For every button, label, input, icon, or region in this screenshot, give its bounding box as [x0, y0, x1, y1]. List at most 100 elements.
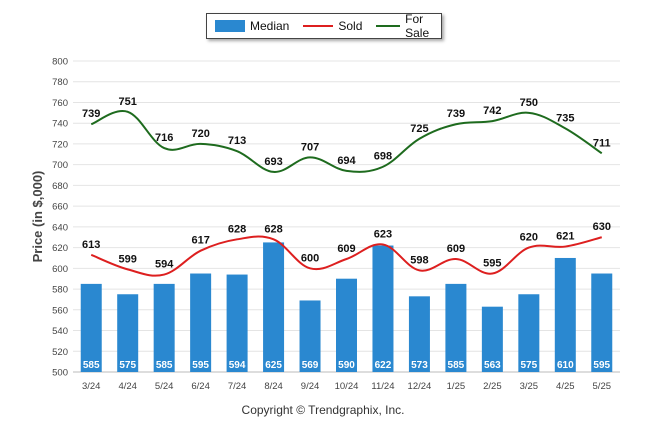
- legend-swatch-sold: [303, 25, 334, 27]
- bar-median: [554, 257, 576, 372]
- point-label-sold: 630: [593, 221, 611, 233]
- line-for-sale: [90, 110, 603, 173]
- x-tick-label: 2/25: [483, 381, 502, 392]
- legend-item-for-sale: For Sale: [376, 12, 441, 40]
- y-tick-label: 620: [52, 243, 68, 254]
- legend-label-sold: Sold: [338, 19, 363, 33]
- bar-value-label: 585: [448, 360, 465, 371]
- point-label-sold: 595: [483, 258, 501, 270]
- point-label-for-sale: 694: [337, 155, 356, 167]
- point-label-sold: 609: [447, 243, 465, 255]
- bar-value-label: 590: [338, 360, 355, 371]
- bar-median: [372, 245, 394, 372]
- bar-value-label: 625: [265, 360, 282, 371]
- point-label-for-sale: 713: [228, 135, 246, 147]
- y-tick-label: 780: [52, 77, 68, 88]
- y-tick-label: 800: [52, 57, 68, 68]
- bar-median: [445, 283, 467, 372]
- x-tick-label: 5/24: [155, 381, 174, 392]
- legend-label-median: Median: [250, 19, 290, 33]
- y-tick-label: 700: [52, 160, 68, 171]
- bar-value-label: 563: [484, 360, 501, 371]
- bar-value-label: 622: [375, 360, 392, 371]
- legend-swatch-median: [215, 20, 245, 32]
- bar-value-label: 575: [119, 360, 136, 371]
- point-label-sold: 600: [301, 252, 319, 264]
- bar-value-label: 610: [557, 360, 574, 371]
- bar-value-label: 585: [83, 360, 100, 371]
- bar-value-label: 594: [229, 360, 246, 371]
- bar-median: [518, 294, 540, 372]
- y-tick-label: 520: [52, 347, 68, 358]
- point-label-sold: 599: [119, 253, 137, 265]
- x-tick-label: 3/24: [82, 381, 101, 392]
- point-label-sold: 613: [82, 239, 100, 251]
- point-label-sold: 620: [520, 232, 538, 244]
- legend-item-sold: Sold: [303, 19, 362, 33]
- point-label-for-sale: 751: [119, 96, 137, 108]
- point-label-for-sale: 739: [82, 108, 100, 120]
- x-tick-label: 4/25: [556, 381, 575, 392]
- point-label-for-sale: 693: [264, 156, 282, 168]
- y-tick-label: 740: [52, 119, 68, 130]
- point-label-for-sale: 750: [520, 97, 538, 109]
- y-tick-label: 660: [52, 202, 68, 213]
- x-tick-label: 4/24: [118, 381, 137, 392]
- bar-median: [591, 273, 613, 372]
- bar-median: [190, 273, 212, 372]
- x-tick-label: 6/24: [191, 381, 210, 392]
- bar-median: [336, 278, 357, 372]
- x-tick-label: 12/24: [408, 381, 432, 392]
- legend-label-for-sale: For Sale: [405, 12, 430, 40]
- point-label-sold: 628: [264, 223, 282, 235]
- point-label-for-sale: 739: [447, 108, 465, 120]
- bar-median: [408, 296, 430, 372]
- bar-value-label: 569: [302, 360, 319, 371]
- bar-value-label: 573: [411, 360, 428, 371]
- x-tick-label: 10/24: [335, 381, 359, 392]
- bar-median: [299, 300, 321, 372]
- y-tick-label: 680: [52, 181, 68, 192]
- y-tick-label: 560: [52, 305, 68, 316]
- x-tick-label: 1/25: [447, 381, 466, 392]
- point-label-for-sale: 735: [556, 112, 574, 124]
- y-tick-label: 500: [52, 368, 68, 379]
- point-label-sold: 598: [410, 254, 428, 266]
- bar-median: [153, 283, 175, 372]
- x-tick-label: 8/24: [264, 381, 283, 392]
- bar-median: [481, 306, 503, 372]
- y-tick-label: 580: [52, 285, 68, 296]
- y-axis-label: Price (in $,000): [30, 171, 45, 263]
- point-label-for-sale: 711: [593, 137, 611, 149]
- point-label-sold: 609: [337, 243, 355, 255]
- x-tick-label: 11/24: [371, 381, 394, 392]
- bar-median: [117, 294, 139, 372]
- bar-value-label: 595: [192, 360, 209, 371]
- copyright-text: Copyright © Trendgraphix, Inc.: [241, 403, 405, 417]
- point-label-sold: 623: [374, 228, 392, 240]
- bar-value-label: 585: [156, 360, 173, 371]
- y-tick-label: 720: [52, 139, 68, 150]
- point-label-sold: 617: [191, 235, 209, 247]
- y-tick-label: 760: [52, 98, 68, 109]
- bar-value-label: 575: [520, 360, 537, 371]
- bar-value-label: 595: [593, 360, 610, 371]
- bar-median: [263, 242, 285, 372]
- point-label-for-sale: 716: [155, 132, 173, 144]
- x-tick-label: 9/24: [301, 381, 320, 392]
- legend-item-median: Median: [215, 19, 289, 33]
- point-label-for-sale: 720: [191, 128, 209, 140]
- point-label-sold: 621: [556, 231, 574, 243]
- line-sold: [90, 235, 603, 277]
- point-label-sold: 628: [228, 223, 246, 235]
- point-label-for-sale: 698: [374, 151, 392, 163]
- point-label-sold: 594: [155, 259, 174, 271]
- y-tick-label: 600: [52, 264, 68, 275]
- x-tick-label: 5/25: [593, 381, 612, 392]
- point-label-for-sale: 725: [410, 123, 428, 135]
- bar-median: [226, 274, 248, 372]
- legend: Median Sold For Sale: [206, 12, 442, 40]
- legend-swatch-for-sale: [376, 25, 401, 27]
- x-tick-label: 7/24: [228, 381, 247, 392]
